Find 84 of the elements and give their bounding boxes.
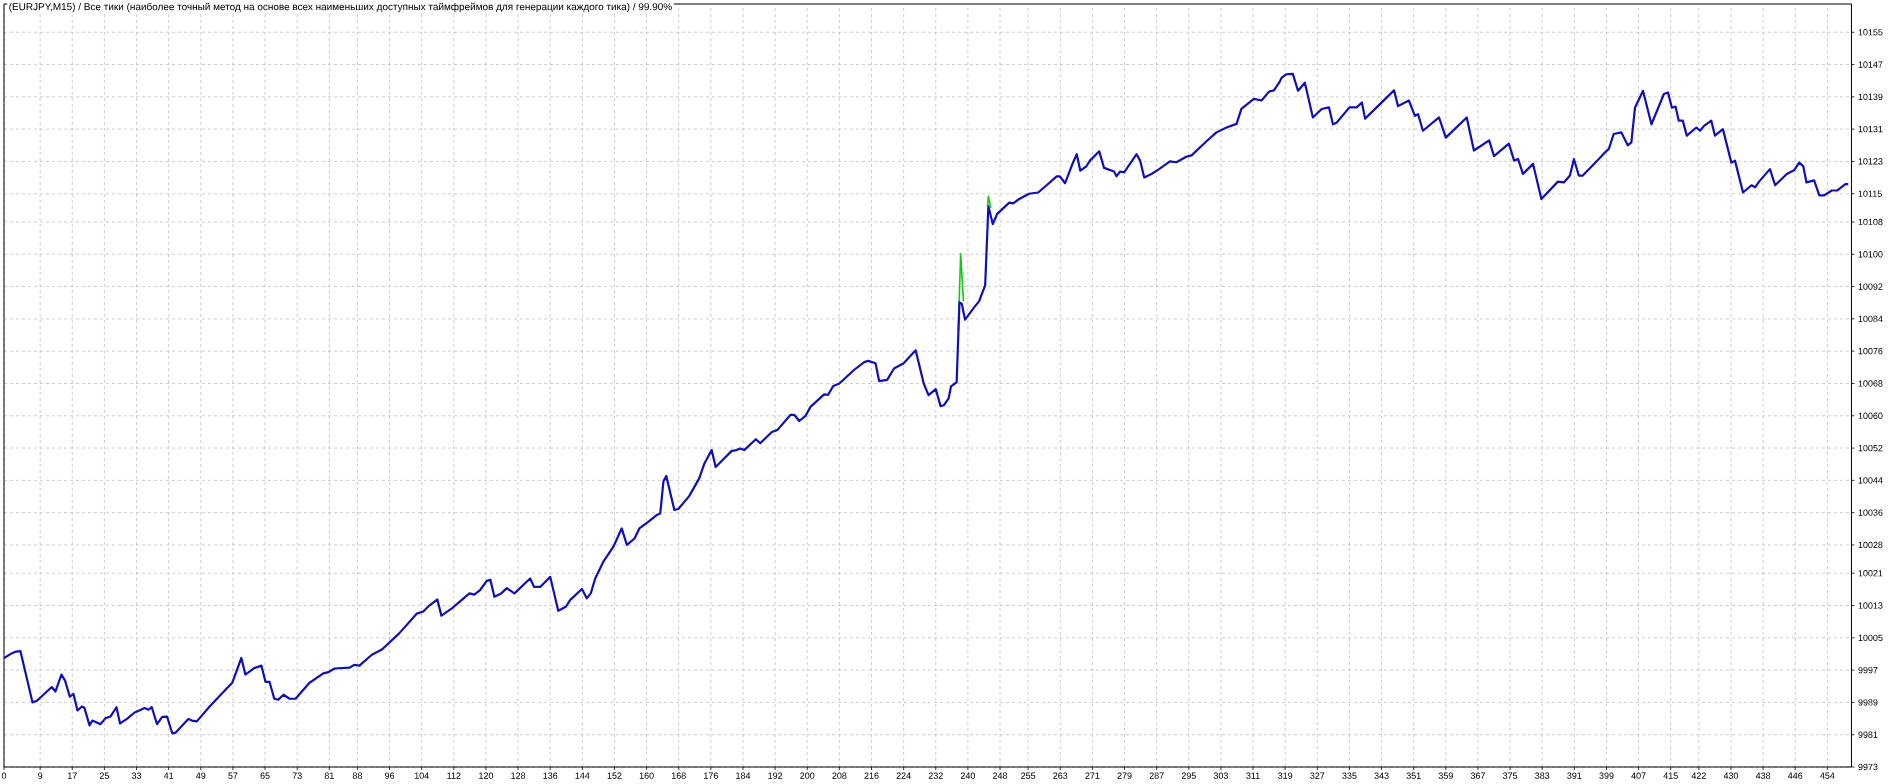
x-tick-label: 33 [131,772,142,779]
x-tick-label: 96 [384,772,395,779]
x-tick-label: 311 [1246,772,1260,779]
x-tick-label: 168 [671,772,686,779]
y-tick-label: 9973 [1858,763,1878,771]
y-tick-label: 10123 [1858,158,1883,165]
x-tick-label: 303 [1213,772,1228,779]
y-tick-label: 10044 [1858,477,1883,484]
x-tick-label: 112 [447,772,461,779]
y-tick-label: 9997 [1858,666,1878,674]
x-tick-label: 351 [1406,772,1421,779]
x-tick-label: 81 [324,772,334,779]
y-tick-label: 9989 [1858,699,1878,706]
x-tick-label: 263 [1053,772,1068,779]
x-tick-label: 192 [768,772,783,779]
y-tick-label: 10021 [1858,570,1883,577]
x-tick-label: 335 [1342,772,1357,779]
y-tick-label: 10052 [1858,444,1883,452]
y-tick-label: 10060 [1858,412,1883,419]
x-tick-label: 255 [1021,772,1036,779]
x-tick-label: 136 [543,772,558,779]
y-tick-label: 10013 [1858,602,1883,609]
x-tick-label: 0 [1,772,7,779]
x-tick-label: 65 [260,772,270,779]
x-tick-label: 57 [228,772,238,779]
x-tick-label: 120 [479,772,494,779]
x-tick-label: 240 [960,772,976,779]
x-tick-label: 399 [1599,772,1614,779]
line-series [4,72,1850,735]
x-tick-label: 279 [1117,772,1132,779]
y-tick-label: 10100 [1858,251,1883,258]
x-tick-label: 9 [38,772,43,779]
x-tick-label: 295 [1181,772,1196,779]
y-tick-label: 10076 [1858,348,1883,355]
x-tick-label: 375 [1502,772,1518,779]
x-tick-label: 208 [832,772,847,779]
x-tick-label: 422 [1691,772,1706,779]
x-tick-label: 407 [1631,772,1646,779]
x-tick-label: 415 [1663,772,1678,779]
x-tick-label: 319 [1278,772,1293,779]
x-tick-label: 454 [1820,772,1835,779]
x-tick-label: 152 [607,772,622,779]
x-tick-label: 430 [1723,772,1739,779]
x-tick-label: 41 [163,772,174,779]
x-tick-label: 327 [1310,772,1325,779]
chart-title: (EURJPY,M15) / Все тики (наиболее точный метод на основе всех наименьших доступных таймфреймов для генерации каждого тика) / 99.90% [9,2,672,13]
x-tick-label: 359 [1438,772,1453,779]
x-tick-label: 287 [1149,772,1164,779]
x-tick-label: 383 [1535,772,1550,779]
x-tick-label: 271 [1085,772,1100,779]
x-tick-label: 128 [511,772,526,779]
y-tick-label: 10068 [1858,380,1883,387]
x-tick-label: 216 [864,772,879,779]
y-tick-label: 10092 [1858,283,1883,290]
x-tick-label: 49 [196,772,206,779]
y-tick-label: 10036 [1858,509,1883,516]
y-tick-label: 10155 [1858,29,1883,36]
y-tick-label: 10147 [1858,61,1883,68]
x-tick-label: 367 [1470,772,1485,779]
y-tick-label: 10005 [1858,634,1883,641]
x-tick-label: 248 [992,772,1008,779]
y-tick-label: 10115 [1858,190,1882,197]
y-tick-label: 10108 [1858,218,1883,226]
x-tick-label: 391 [1567,772,1582,779]
x-tick-label: 184 [736,772,751,779]
x-tick-label: 25 [99,772,110,779]
x-tick-label: 176 [704,772,718,779]
x-tick-label: 446 [1787,772,1803,779]
x-tick-label: 88 [352,772,363,779]
x-tick-label: 160 [639,772,654,779]
x-tick-label: 438 [1755,772,1771,779]
y-tick-label: 10139 [1858,93,1883,101]
x-tick-label: 200 [800,772,815,779]
y-tick-label: 9981 [1858,731,1878,738]
y-tick-label: 10084 [1858,315,1883,323]
x-tick-label: 104 [414,772,429,779]
x-tick-label: 73 [292,772,302,779]
x-tick-label: 17 [67,772,77,779]
x-tick-label: 144 [575,772,590,779]
y-tick-label: 10131 [1858,125,1883,133]
x-tick-label: 224 [896,772,911,779]
x-tick-label: 343 [1374,772,1389,779]
y-tick-label: 10028 [1858,541,1883,549]
x-tick-label: 232 [928,772,943,779]
